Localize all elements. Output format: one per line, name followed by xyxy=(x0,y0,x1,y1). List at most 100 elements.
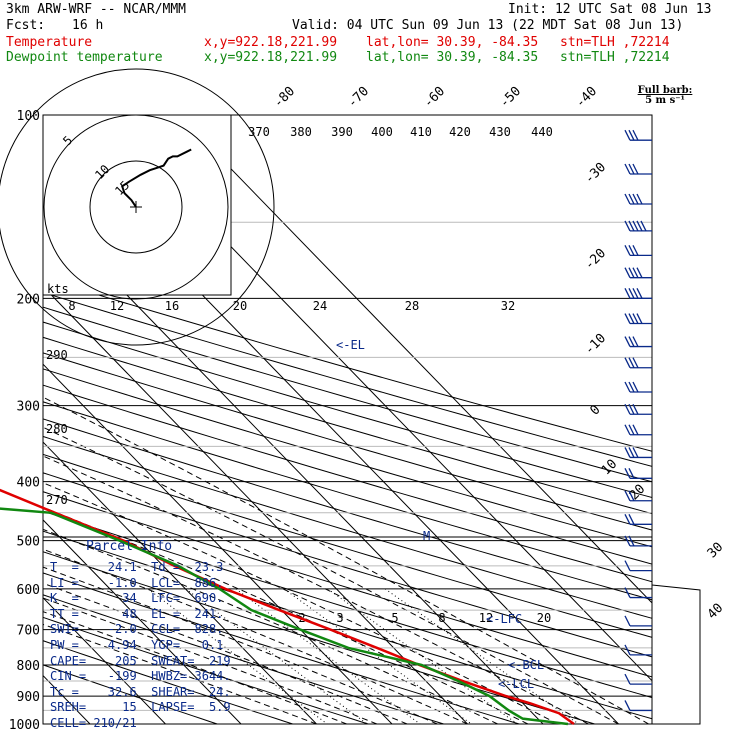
wind-barb-flag xyxy=(628,403,635,415)
theta-label-left: 270 xyxy=(46,493,68,507)
wind-barb-flag xyxy=(628,381,635,393)
isotherm-label: -70 xyxy=(345,84,372,111)
wind-barb-flag xyxy=(624,587,631,598)
barb-key: Full barb: 5 m s⁻¹ xyxy=(630,86,700,106)
legend-dewpoint-latlon: lat,lon= 30.39, -84.35 xyxy=(366,50,539,65)
wind-barb xyxy=(624,587,652,599)
isotherm-label: -20 xyxy=(582,246,609,273)
pressure-tick-label: 1000 xyxy=(9,718,40,733)
barb-key-line1: Full barb: xyxy=(637,85,693,96)
isotherm-label: -10 xyxy=(582,331,609,358)
wind-barb-flag xyxy=(632,163,639,175)
isotherm-label: 40 xyxy=(705,601,727,623)
wind-barb-flag xyxy=(624,468,631,479)
mixing-ratio-line xyxy=(384,588,579,724)
isotherm xyxy=(43,363,393,724)
wind-barb-flag xyxy=(624,403,631,415)
wind-tick-label: 32 xyxy=(501,299,515,313)
wind-barb-flag xyxy=(624,193,631,205)
theta-label: 390 xyxy=(331,125,353,139)
wind-barb-flag xyxy=(632,381,639,393)
wind-barb-flag xyxy=(624,673,631,685)
wind-barb-flag xyxy=(628,490,635,502)
theta-label: 430 xyxy=(489,125,511,139)
wind-barb-flag xyxy=(624,267,631,278)
wind-barb-flag xyxy=(632,424,639,436)
wind-barb xyxy=(624,288,652,299)
theta-label-left: 290 xyxy=(46,348,68,362)
theta-label: 420 xyxy=(449,125,471,139)
parcel-info-row: K = 34 LFC= 690. xyxy=(50,591,224,606)
moist-adiabat xyxy=(43,426,619,724)
theta-label-left: 280 xyxy=(46,422,68,436)
wind-barb-flag xyxy=(628,245,635,256)
theta-label: 410 xyxy=(410,125,432,139)
isotherm-label: -60 xyxy=(421,84,448,111)
parcel-info-row: T = 24.1 Td = 23.3 xyxy=(50,560,224,574)
isotherm xyxy=(43,519,242,724)
wind-tick-label: 28 xyxy=(405,299,419,313)
wind-barb xyxy=(624,403,652,415)
legend-temperature-station: stn=TLH ,72214 xyxy=(560,35,670,50)
isotherm-label: -50 xyxy=(497,84,524,111)
parcel-info-row: SWI= -2.0 CCL= 828. xyxy=(50,622,224,637)
wind-barb-flag xyxy=(624,245,631,256)
wind-barb-flag xyxy=(632,313,639,324)
isotherm-label: -80 xyxy=(271,84,298,111)
forecast-hour: 16 h xyxy=(72,18,104,33)
wind-barb-flag xyxy=(624,535,631,547)
pressure-tick-label: 700 xyxy=(17,624,40,639)
mixing-ratio-line xyxy=(235,588,421,724)
legend-dewpoint: Dewpoint temperature xyxy=(6,50,163,65)
pressure-tick-label: 200 xyxy=(17,292,40,307)
wind-barb xyxy=(624,468,652,479)
wind-barb-flag xyxy=(628,220,635,232)
wind-barb xyxy=(624,615,652,627)
isotherm-label: 30 xyxy=(705,540,727,562)
wind-barb-flag xyxy=(636,267,643,278)
moist-adiabat xyxy=(43,482,559,724)
theta-label: 440 xyxy=(531,125,553,139)
wind-barb-flag xyxy=(628,267,635,278)
legend-temperature-latlon: lat,lon= 30.39, -84.35 xyxy=(366,35,539,50)
wind-barb-flag xyxy=(628,468,635,479)
wind-barb-flag xyxy=(636,193,643,205)
level-annotation: M xyxy=(423,529,430,543)
level-annotation: <-LFC xyxy=(486,612,522,626)
wind-barb-flag xyxy=(628,163,635,175)
wind-barb-flag xyxy=(624,560,631,571)
barb-key-line2: 5 m s⁻¹ xyxy=(645,95,685,106)
parcel-info-row: LI = -1.0 LCL= 886. xyxy=(50,575,224,590)
wind-barb xyxy=(624,700,652,712)
wind-tick-label: 16 xyxy=(165,299,179,313)
hodograph xyxy=(0,68,275,346)
wind-barb-flag xyxy=(624,129,631,141)
level-annotation: <-BCL xyxy=(508,658,544,672)
isotherm xyxy=(43,285,468,724)
wind-barb-flag xyxy=(632,288,639,299)
legend-dewpoint-xy: x,y=922.18,221.99 xyxy=(204,50,338,65)
wind-barb-flag xyxy=(624,644,631,656)
wind-barb xyxy=(624,644,652,656)
pressure-tick-label: 600 xyxy=(17,583,40,598)
series-line-temperature xyxy=(0,488,575,726)
pressure-tick-label: 100 xyxy=(17,109,40,124)
hodograph-ring xyxy=(43,114,229,300)
legend-temperature-xy: x,y=922.18,221.99 xyxy=(204,35,338,50)
wind-tick-label: 20 xyxy=(233,299,247,313)
wind-barb xyxy=(624,381,652,393)
wind-barb-flag xyxy=(632,129,639,141)
forecast-label: Fcst: xyxy=(6,18,46,33)
diagonal-extension xyxy=(651,584,701,725)
wind-barb-flag xyxy=(628,357,635,369)
pressure-tick-label: 300 xyxy=(17,400,40,415)
hodograph-unit-label: kts xyxy=(47,282,69,296)
wind-barb-flag xyxy=(640,220,647,232)
parcel-info-row: TT = 48 EL = 241. xyxy=(50,606,224,621)
isotherm xyxy=(178,115,652,604)
parcel-info-row: CELL= 210/21 xyxy=(50,716,137,730)
mixing-ratio-label: 5 xyxy=(391,611,398,625)
mixing-ratio-label: 12 xyxy=(479,611,493,625)
mixing-ratio-label: 8 xyxy=(438,611,445,625)
